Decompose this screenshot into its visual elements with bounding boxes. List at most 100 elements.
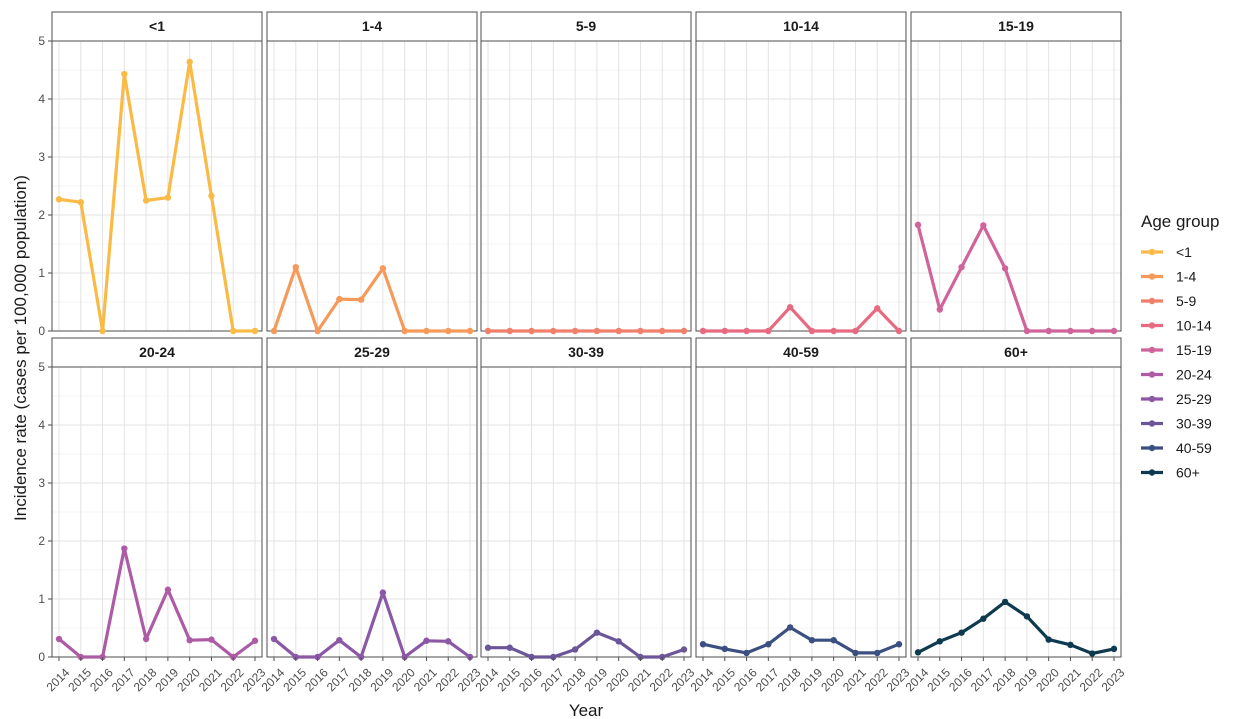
panel-border — [695, 40, 907, 332]
data-point — [251, 327, 259, 335]
data-point — [914, 649, 922, 656]
legend-item: 15-19 — [1141, 342, 1212, 358]
data-point — [292, 264, 299, 271]
x-tick-label: 2014 — [259, 665, 288, 694]
data-point — [379, 589, 387, 596]
panel-border — [51, 40, 263, 332]
y-tick-label: 3 — [38, 150, 45, 164]
data-point — [1023, 327, 1031, 335]
data-point — [1001, 265, 1009, 272]
x-tick-label: 2017 — [538, 665, 567, 694]
data-point — [765, 641, 772, 648]
legend-item: 10-14 — [1141, 318, 1212, 334]
y-tick-label: 4 — [38, 92, 45, 106]
x-tick-label: 2023 — [1099, 665, 1128, 694]
y-tick-label: 4 — [38, 418, 45, 432]
x-tick-label: 2019 — [796, 665, 825, 694]
data-point — [230, 327, 237, 335]
data-point — [208, 192, 215, 200]
panel-border — [266, 40, 478, 332]
data-point — [743, 327, 750, 335]
legend-label: 10-14 — [1176, 318, 1212, 334]
data-point — [77, 199, 84, 206]
x-tick-label: 2017 — [968, 665, 997, 694]
data-point — [680, 646, 688, 653]
legend-key-point — [1148, 322, 1156, 329]
x-tick-label: 2019 — [1011, 665, 1040, 694]
data-point — [808, 327, 816, 335]
x-tick-label: 2019 — [367, 665, 396, 694]
data-point — [936, 638, 943, 645]
series-line — [701, 305, 901, 333]
facet-panel: 20-2401234520142015201620172018201920202… — [38, 337, 269, 694]
panel-border — [51, 366, 263, 658]
data-point — [936, 306, 943, 313]
panel-border — [266, 366, 478, 658]
legend-key-point — [1148, 248, 1156, 256]
data-point — [314, 327, 321, 335]
data-point — [615, 638, 622, 645]
x-axis-title: Year — [569, 701, 604, 719]
x-tick-label: 2021 — [1055, 665, 1084, 694]
facet-strip — [695, 337, 907, 368]
x-tick-label: 2019 — [152, 665, 181, 694]
x-tick-label: 2022 — [647, 665, 676, 694]
panel-border — [910, 40, 1122, 332]
x-tick-label: 2016 — [302, 665, 331, 694]
facet-strip-label: 30-39 — [568, 344, 604, 360]
y-tick-label: 2 — [38, 208, 45, 222]
facet-strip — [910, 11, 1122, 42]
data-point — [270, 635, 278, 643]
y-axis-title: Incidence rate (cases per 100,000 popula… — [11, 175, 30, 521]
x-tick-label: 2020 — [818, 665, 847, 694]
series-line — [486, 630, 686, 659]
x-tick-label: 2020 — [603, 665, 632, 694]
data-point — [721, 327, 728, 335]
x-tick-label: 2016 — [946, 665, 975, 694]
data-point — [1089, 650, 1096, 657]
x-tick-label: 2022 — [1077, 665, 1106, 694]
data-point — [571, 646, 579, 653]
data-point — [1001, 598, 1009, 606]
facet-strip-label: 20-24 — [139, 344, 175, 360]
data-point — [379, 265, 387, 272]
data-point — [980, 222, 987, 229]
data-point — [980, 615, 987, 622]
legend-label: 20-24 — [1176, 367, 1212, 383]
data-point — [1067, 641, 1074, 649]
x-tick-label: 2015 — [280, 665, 309, 694]
data-point — [251, 637, 259, 644]
data-point — [830, 327, 837, 335]
data-point — [615, 327, 622, 335]
x-tick-label: 2021 — [411, 665, 440, 694]
x-tick-label: 2018 — [560, 665, 589, 694]
data-point — [808, 636, 816, 644]
x-tick-label: 2018 — [775, 665, 804, 694]
data-point — [659, 327, 666, 335]
data-point — [874, 649, 881, 657]
facet-panel: 5-9 — [480, 11, 692, 335]
data-point — [142, 197, 150, 204]
data-point — [336, 295, 343, 303]
data-point — [1045, 636, 1052, 643]
facet-strip-label: 5-9 — [576, 18, 596, 34]
legend-item: 30-39 — [1141, 416, 1212, 432]
data-point — [121, 545, 128, 552]
facet-strip-label: 25-29 — [354, 344, 390, 360]
facet-strip — [51, 337, 263, 368]
data-point — [874, 305, 881, 312]
facet-panel: 30-3920142015201620172018201920202021202… — [473, 337, 698, 694]
data-point — [270, 327, 278, 335]
facet-strip-label: 15-19 — [998, 18, 1034, 34]
x-tick-label: 2020 — [1033, 665, 1062, 694]
x-tick-label: 2022 — [433, 665, 462, 694]
legend-key-point — [1148, 395, 1156, 403]
data-point — [852, 649, 859, 657]
legend-key-point — [1148, 469, 1156, 476]
x-tick-label: 2017 — [109, 665, 138, 694]
legend-label: 30-39 — [1176, 416, 1212, 432]
facet-panel: 1-4 — [266, 11, 478, 335]
legend-item: 60+ — [1141, 465, 1200, 481]
y-tick-label: 1 — [38, 266, 45, 280]
data-point — [164, 194, 172, 201]
